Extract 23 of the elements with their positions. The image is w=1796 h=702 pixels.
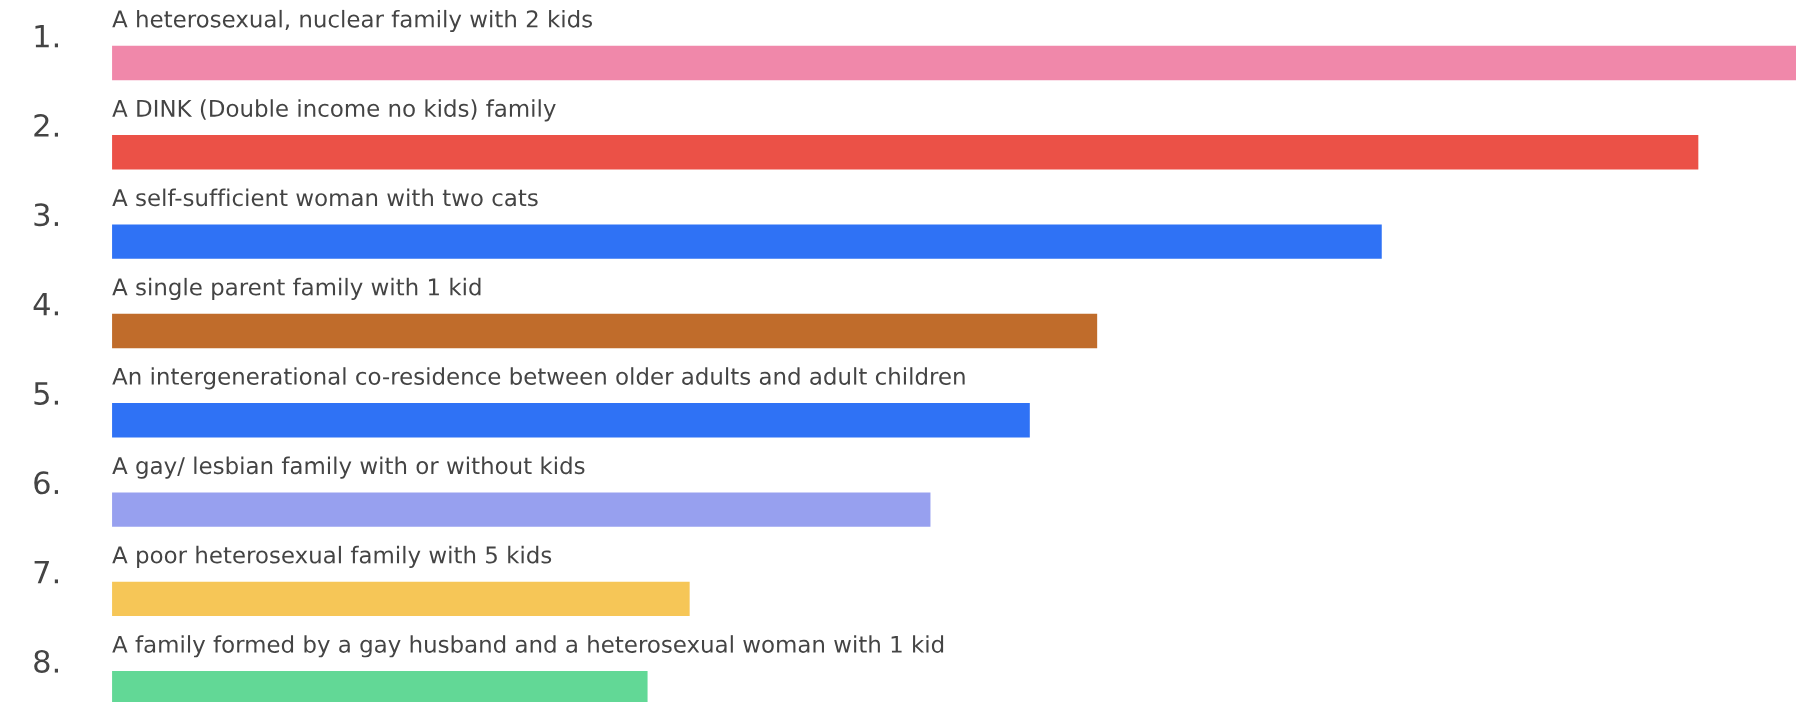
bar — [112, 492, 931, 527]
text: 4. — [33, 292, 58, 316]
y-tick-label: An intergenerational co-residence between older adults and adult children — [112, 367, 965, 390]
y-tick-label: A poor heterosexual family with 5 kids — [112, 545, 552, 569]
text: 8. — [34, 649, 58, 673]
bar — [112, 581, 690, 617]
bar — [112, 224, 1382, 259]
y-tick-label: A self-sufficient woman with two cats — [112, 188, 538, 207]
y-tick-label: A DINK (Double income no kids) family — [112, 99, 556, 122]
bar — [112, 403, 1030, 438]
text: 5. — [34, 382, 58, 406]
bar — [112, 135, 1699, 170]
y-tick-label: A heterosexual, nuclear family with 2 kids — [112, 9, 593, 33]
text: 3. — [34, 203, 58, 227]
bar — [112, 313, 1098, 349]
text: 7. — [34, 560, 58, 584]
bar — [112, 45, 1796, 81]
y-tick-label: A gay/ lesbian family with or without kids — [112, 456, 585, 479]
text: 6. — [34, 471, 58, 495]
y-tick-label: A single parent family with 1 kid — [112, 277, 481, 301]
text: 2. — [34, 113, 58, 137]
y-tick-label: A family formed by a gay husband and a heterosexual woman with 1 kid — [112, 635, 944, 658]
text: 1. — [35, 25, 58, 48]
